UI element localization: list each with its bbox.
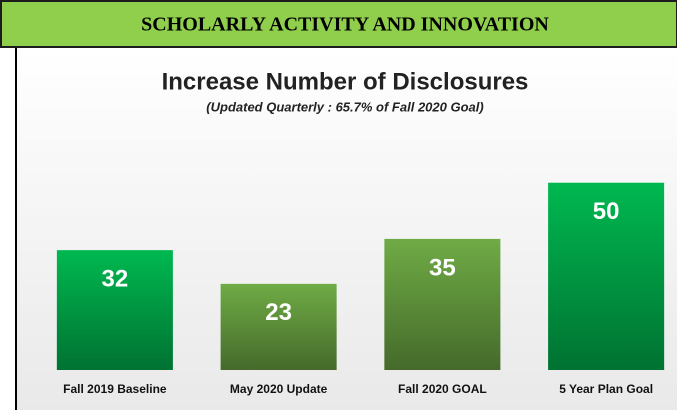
header-band xyxy=(0,0,677,48)
value-label: 32 xyxy=(102,265,129,292)
x-tick-label: May 2020 Update xyxy=(230,382,328,396)
value-label: 23 xyxy=(265,299,292,326)
bar-shade xyxy=(56,250,173,370)
bar-shade xyxy=(220,283,337,370)
x-tick-label: Fall 2020 GOAL xyxy=(398,382,487,396)
bar-shade xyxy=(384,238,501,370)
bar-shade xyxy=(548,182,665,370)
chart-title: Increase Number of Disclosures xyxy=(162,68,529,95)
value-label: 50 xyxy=(593,198,620,225)
chart-subtitle: (Updated Quarterly : 65.7% of Fall 2020 … xyxy=(206,99,483,114)
value-label: 35 xyxy=(429,254,456,281)
x-tick-label: 5 Year Plan Goal xyxy=(559,382,653,396)
header-title: SCHOLARLY ACTIVITY AND INNOVATION xyxy=(141,14,549,36)
x-tick-label: Fall 2019 Baseline xyxy=(63,382,167,396)
